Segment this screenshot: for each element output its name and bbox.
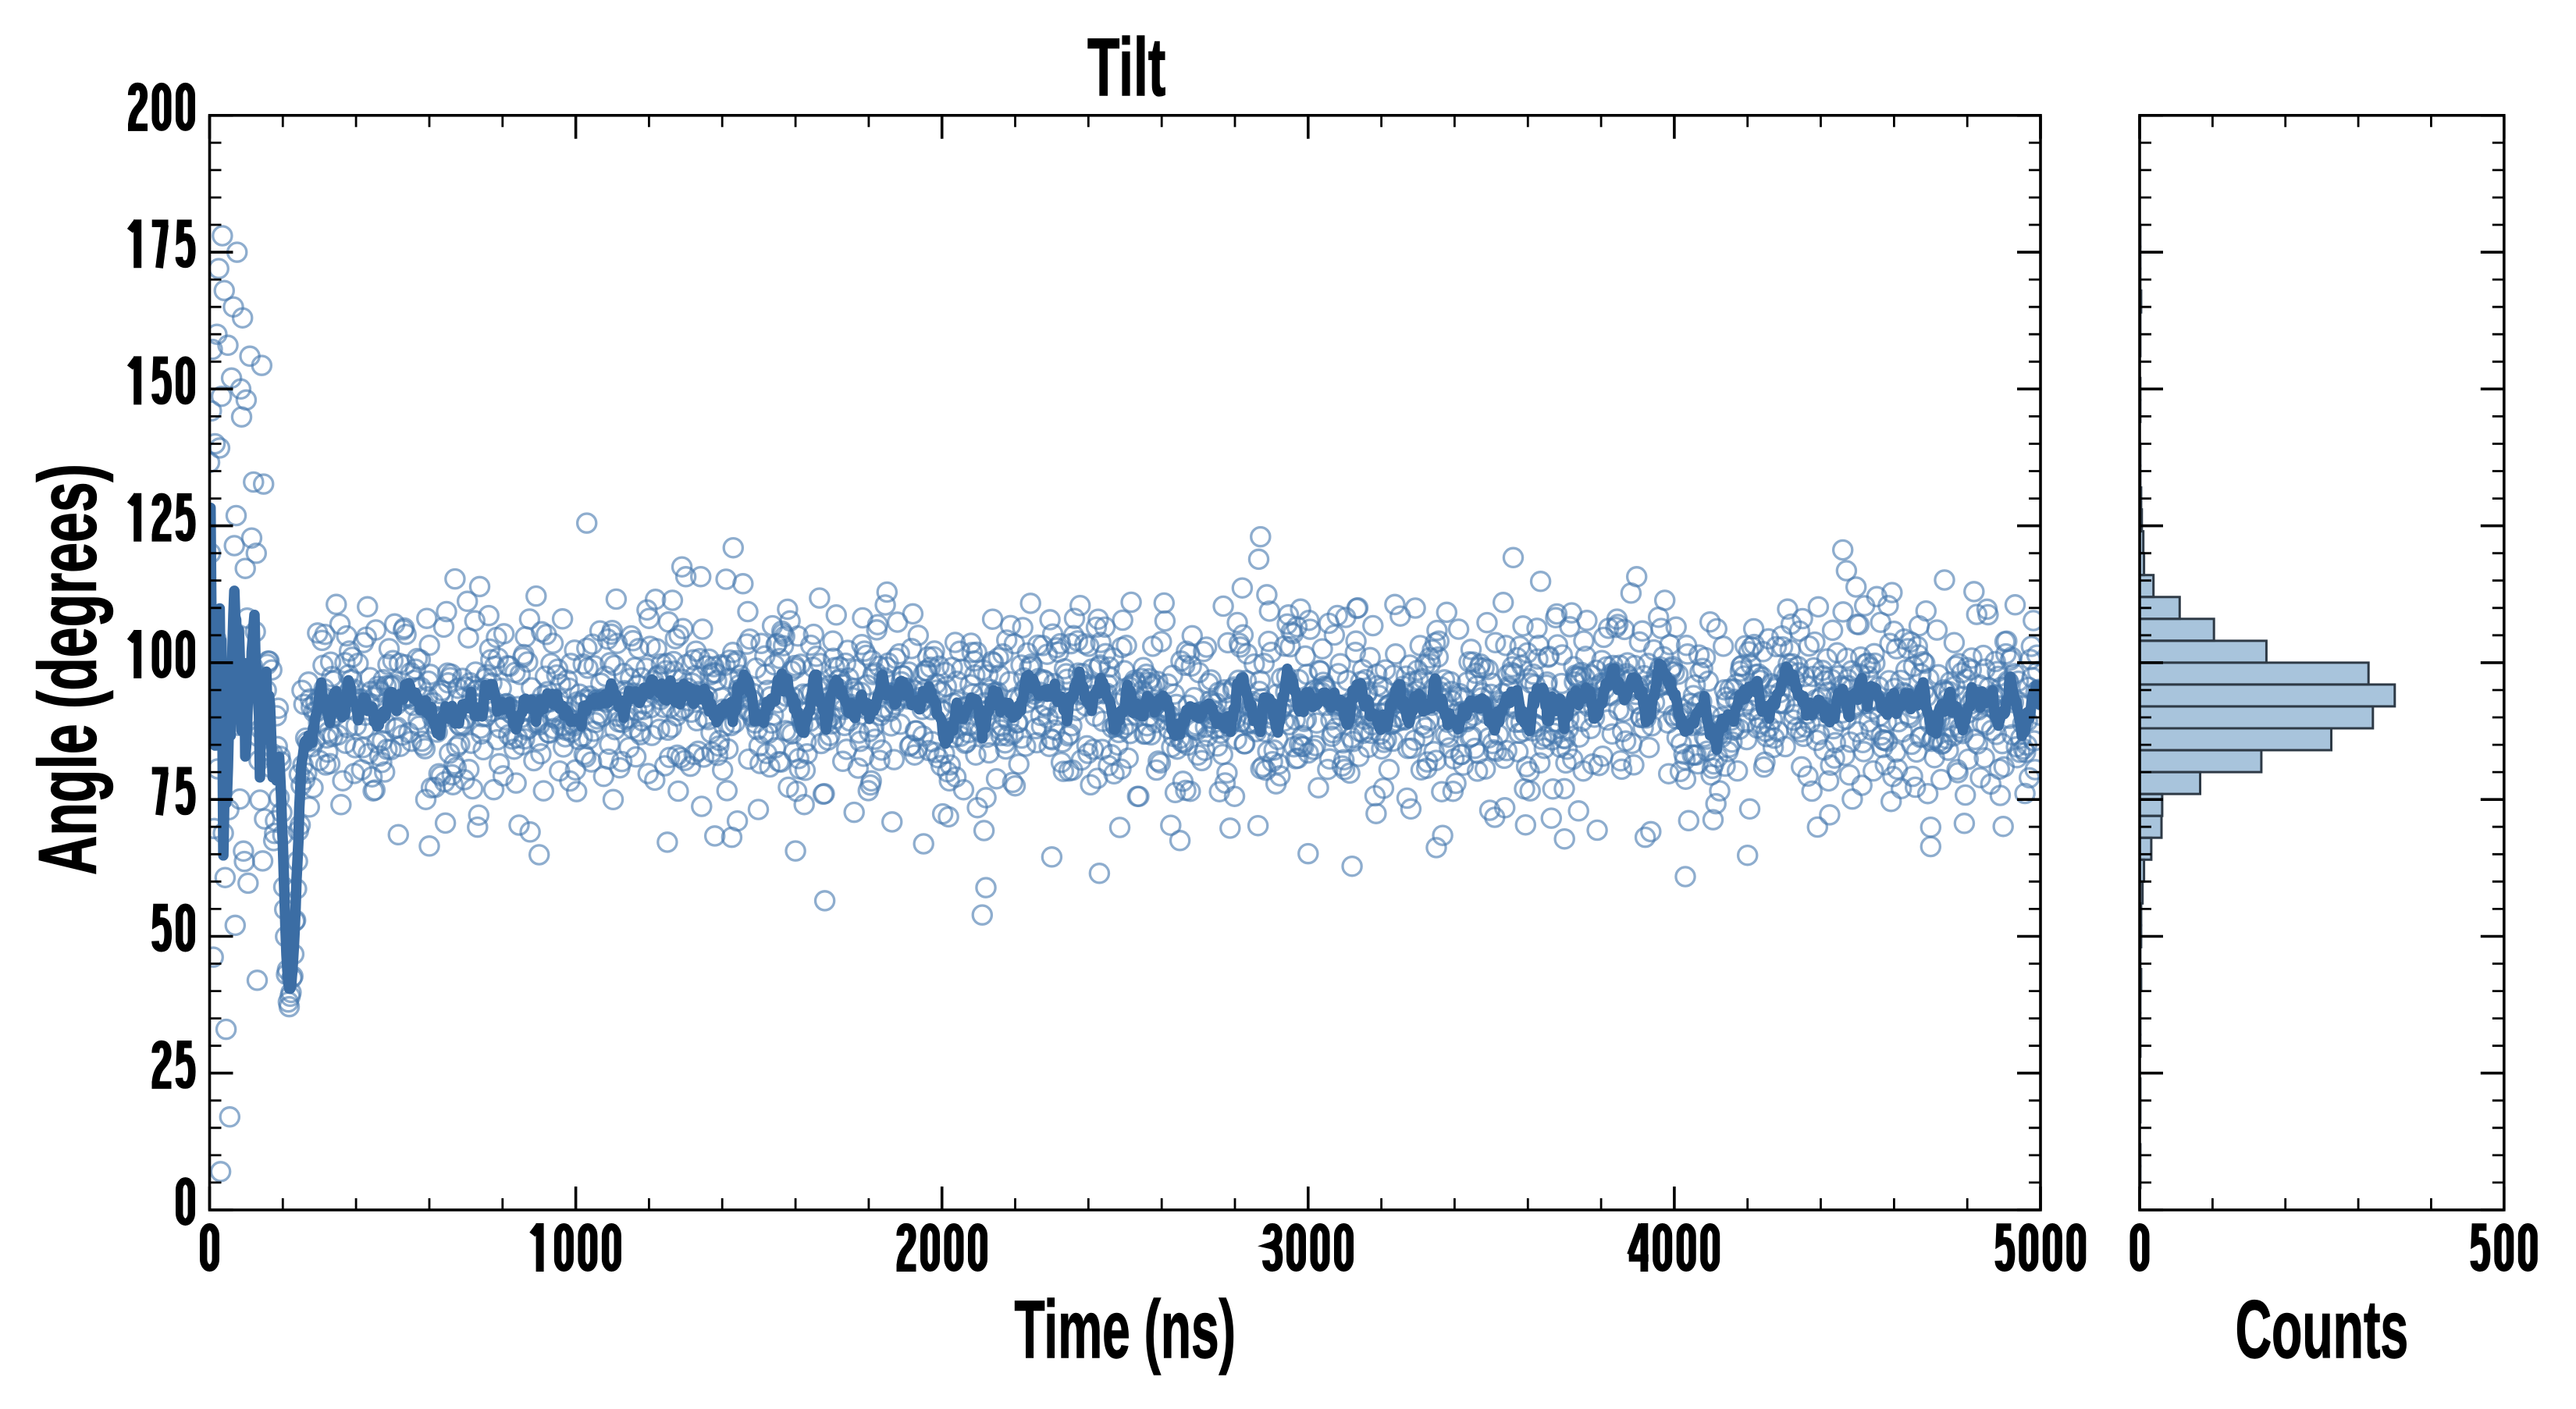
svg-text:Counts: Counts [2236,1284,2409,1375]
svg-text:Tilt: Tilt [1087,21,1165,113]
svg-text:Time (ns): Time (ns) [1014,1284,1235,1375]
svg-text:Angle (degrees): Angle (degrees) [21,464,113,875]
